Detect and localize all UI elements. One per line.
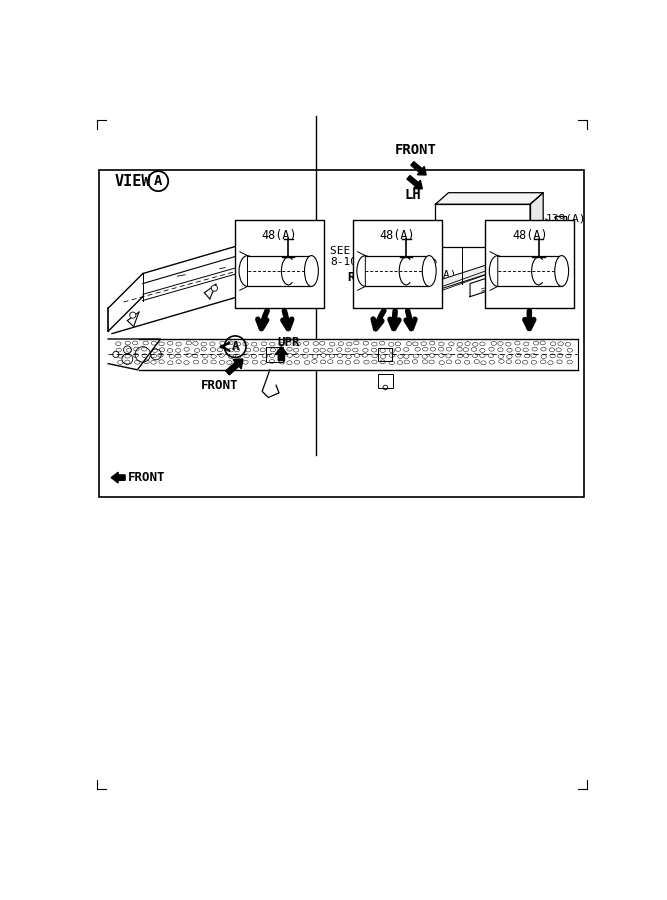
- Text: SEE  FIG  NO.: SEE FIG NO.: [330, 247, 418, 256]
- Text: A: A: [231, 340, 239, 353]
- Text: FRONT: FRONT: [201, 379, 239, 392]
- Polygon shape: [424, 250, 532, 294]
- Polygon shape: [470, 270, 512, 297]
- Text: FRONT: FRONT: [396, 143, 437, 157]
- FancyBboxPatch shape: [235, 220, 323, 308]
- Text: 139(A): 139(A): [546, 213, 586, 223]
- Text: 48(A): 48(A): [380, 229, 415, 242]
- Circle shape: [515, 258, 522, 265]
- FancyArrow shape: [111, 472, 125, 483]
- Text: VIEW: VIEW: [114, 174, 151, 189]
- Circle shape: [427, 256, 440, 268]
- Circle shape: [129, 312, 136, 319]
- Circle shape: [558, 226, 562, 229]
- Text: UPR: UPR: [277, 336, 300, 348]
- Ellipse shape: [422, 256, 436, 286]
- Circle shape: [211, 285, 217, 292]
- Text: LH: LH: [405, 188, 422, 202]
- Text: FRONT: FRONT: [127, 471, 165, 484]
- Ellipse shape: [357, 256, 374, 286]
- FancyBboxPatch shape: [486, 220, 574, 308]
- FancyBboxPatch shape: [353, 220, 442, 308]
- Text: RELAY  BOX: RELAY BOX: [348, 271, 424, 284]
- FancyArrow shape: [407, 176, 422, 189]
- FancyArrow shape: [411, 162, 426, 175]
- Polygon shape: [108, 339, 161, 370]
- Text: 8-10: 8-10: [330, 257, 357, 267]
- Text: A: A: [154, 175, 162, 188]
- Ellipse shape: [239, 256, 256, 286]
- Text: 48(A): 48(A): [261, 229, 297, 242]
- Ellipse shape: [490, 256, 506, 286]
- Ellipse shape: [555, 256, 568, 286]
- Ellipse shape: [305, 256, 318, 286]
- FancyArrow shape: [275, 346, 287, 361]
- Polygon shape: [530, 193, 543, 247]
- Polygon shape: [436, 204, 530, 247]
- Text: 53(A): 53(A): [497, 266, 531, 275]
- Text: 515(A): 515(A): [416, 270, 457, 280]
- Text: 48(A): 48(A): [512, 229, 548, 242]
- FancyArrow shape: [225, 359, 243, 375]
- Polygon shape: [436, 193, 543, 204]
